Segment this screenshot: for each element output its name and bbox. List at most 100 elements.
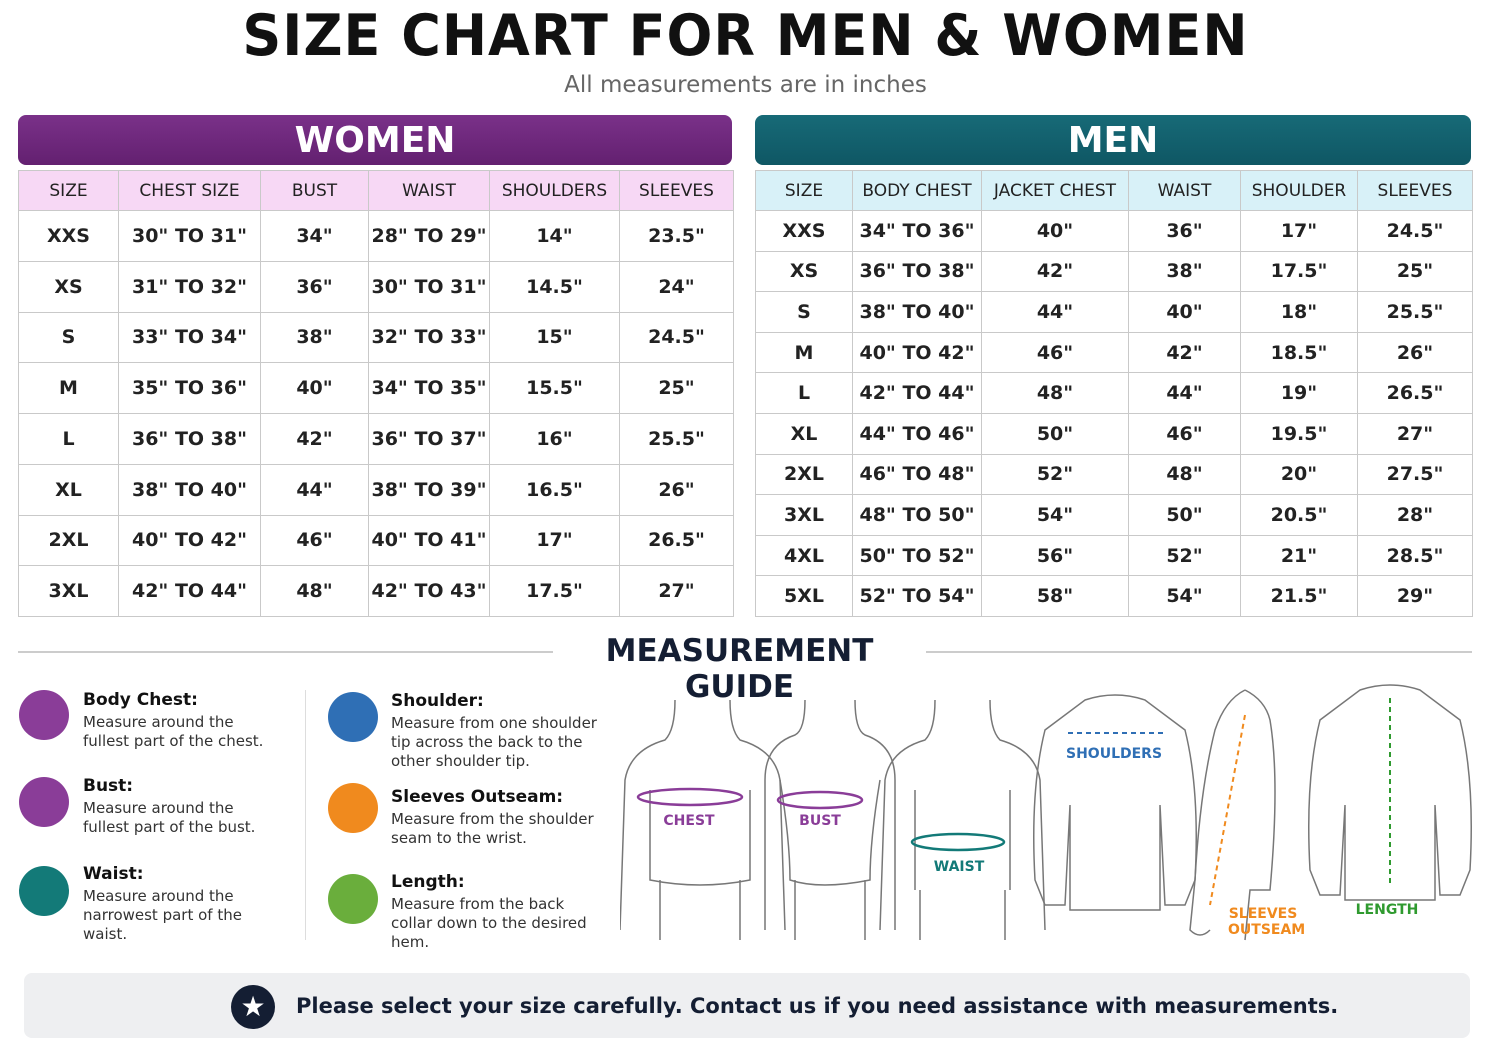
- diagram-label: WAIST: [933, 859, 985, 875]
- row: 2XL 46" TO 48" 52" 48" 20" 27.5": [755, 453, 1473, 496]
- guide-item-title: Shoulder:: [391, 691, 484, 711]
- row: S 33" TO 34" 38" 32" TO 33" 15" 24.5": [18, 311, 734, 364]
- cell: 19": [1240, 372, 1358, 414]
- guide-item-text: Measure from the shoulder seam to the wr…: [391, 810, 594, 847]
- jacket-front: [1033, 694, 1197, 911]
- cell: 17.5": [489, 565, 620, 617]
- column-header: SHOULDER: [1240, 170, 1358, 211]
- guide-title: MEASUREMENT GUIDE: [605, 633, 874, 705]
- cell: 36": [260, 260, 369, 313]
- chest-measure: [636, 787, 744, 807]
- row: XS 36" TO 38" 42" 38" 17.5" 25": [755, 250, 1473, 293]
- cell: 15": [489, 311, 620, 364]
- cell: 48": [981, 372, 1129, 414]
- cell: 54": [1128, 575, 1241, 617]
- jacket-side: [1189, 689, 1276, 941]
- cell: L: [755, 372, 853, 414]
- icon: [19, 777, 69, 827]
- footer-note: Please select your size carefully. Conta…: [296, 994, 1339, 1018]
- cell: 36" TO 37": [368, 413, 490, 465]
- cell: 48": [1128, 453, 1241, 496]
- column-header: SHOULDERS: [489, 170, 620, 211]
- row: XS 31" TO 32" 36" 30" TO 31" 14.5" 24": [18, 260, 734, 313]
- header-row: SIZE BODY CHEST JACKET CHEST WAIST SHOULDER S…: [755, 170, 1473, 211]
- cell: 28" TO 29": [368, 210, 490, 262]
- cell: 24.5": [1357, 210, 1473, 252]
- guide-item-title: Waist:: [83, 864, 144, 884]
- cell: XXS: [18, 210, 119, 262]
- cell: 31" TO 32": [118, 260, 261, 313]
- cell: 28": [1357, 494, 1473, 536]
- cell: 14": [489, 210, 620, 262]
- cell: 48" TO 50": [852, 494, 982, 536]
- cell: 24": [619, 260, 734, 313]
- cell: S: [755, 291, 853, 333]
- cell: 35" TO 36": [118, 362, 261, 414]
- guide-item-text: Measure around the fullest part of the c…: [83, 713, 264, 750]
- cell: 34" TO 35": [368, 362, 490, 414]
- men-header: MEN: [755, 115, 1471, 165]
- cell: 25.5": [619, 413, 734, 465]
- cell: 38": [1128, 250, 1241, 293]
- divider: [305, 690, 306, 940]
- icon: [328, 783, 378, 833]
- cell: 21.5": [1240, 575, 1358, 617]
- torso-women: [764, 699, 896, 940]
- cell: 17": [1240, 210, 1358, 252]
- cell: 40": [1128, 291, 1241, 333]
- cell: 4XL: [755, 534, 853, 577]
- row: 3XL 48" TO 50" 54" 50" 20.5" 28": [755, 494, 1473, 536]
- guide-item-title: Sleeves Outseam:: [391, 787, 564, 807]
- cell: 2XL: [18, 514, 119, 567]
- cell: 28.5": [1357, 534, 1473, 577]
- cell: 27.5": [1357, 453, 1473, 496]
- cell: 44": [981, 291, 1129, 333]
- cell: 16": [489, 413, 620, 465]
- divider: [18, 651, 553, 653]
- cell: 52": [1128, 534, 1241, 577]
- cell: 50": [981, 412, 1129, 455]
- column-header: BUST: [260, 170, 369, 211]
- cell: 36": [1128, 210, 1241, 252]
- cell: 40" TO 41": [368, 514, 490, 567]
- cell: 38" TO 39": [368, 463, 490, 516]
- cell: 26": [619, 463, 734, 516]
- cell: 3XL: [755, 494, 853, 536]
- cell: 26": [1357, 331, 1473, 374]
- column-header: SIZE: [755, 170, 853, 211]
- title: SIZE CHART FOR MEN & WOMEN: [242, 2, 1249, 69]
- guide-item-title: Bust:: [83, 776, 134, 796]
- cell: 38" TO 40": [852, 291, 982, 333]
- cell: 34": [260, 210, 369, 262]
- cell: 5XL: [755, 575, 853, 617]
- diagram-label: CHEST: [663, 813, 715, 829]
- cell: 42": [1128, 331, 1241, 374]
- cell: 46": [1128, 412, 1241, 455]
- guide-item-title: Body Chest:: [83, 690, 198, 710]
- cell: 52" TO 54": [852, 575, 982, 617]
- column-header: SLEEVES: [619, 170, 734, 211]
- diagram-label: SHOULDERS: [1066, 746, 1163, 762]
- cell: 46": [260, 514, 369, 567]
- diagram-label: BUST: [799, 813, 841, 829]
- row: L 36" TO 38" 42" 36" TO 37" 16" 25.5": [18, 413, 734, 465]
- icon: [328, 692, 378, 742]
- cell: M: [755, 331, 853, 374]
- cell: 44": [260, 463, 369, 516]
- cell: 24.5": [619, 311, 734, 364]
- men-table: SIZE BODY CHEST JACKET CHEST WAIST SHOULDER S…: [755, 170, 1473, 617]
- bust-measure: [776, 790, 864, 810]
- cell: 38": [260, 311, 369, 364]
- cell: 27": [619, 565, 734, 617]
- cell: 44": [1128, 372, 1241, 414]
- cell: 50": [1128, 494, 1241, 536]
- icon: [19, 690, 69, 740]
- cell: 44" TO 46": [852, 412, 982, 455]
- cell: 26.5": [619, 514, 734, 567]
- row: M 40" TO 42" 46" 42" 18.5" 26": [755, 331, 1473, 374]
- cell: 25": [1357, 250, 1473, 293]
- icon: [328, 874, 378, 924]
- row: 5XL 52" TO 54" 58" 54" 21.5" 29": [755, 575, 1473, 617]
- guide-item-text: Measure from the back collar down to the…: [391, 895, 587, 951]
